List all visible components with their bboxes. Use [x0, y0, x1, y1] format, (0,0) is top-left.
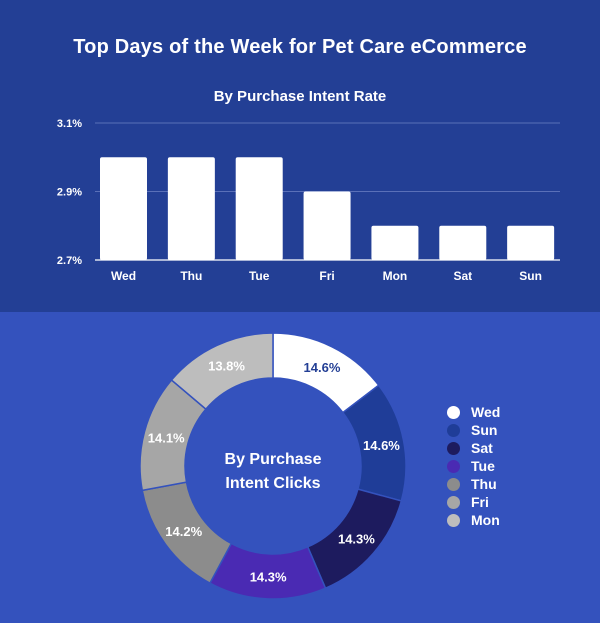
slice-label-mon: 13.8%	[208, 359, 245, 374]
y-tick-label: 2.7%	[57, 255, 82, 267]
y-tick-label: 2.9%	[57, 187, 82, 199]
legend-label: Tue	[471, 458, 495, 474]
slice-label-tue: 14.3%	[250, 569, 287, 584]
legend-item-sun: Sun	[447, 421, 500, 439]
legend-swatch	[447, 405, 460, 419]
x-tick-label: Thu	[180, 269, 202, 283]
slice-label-fri: 14.1%	[148, 431, 185, 446]
page-title: Top Days of the Week for Pet Care eComme…	[73, 36, 527, 58]
legend-swatch	[447, 423, 460, 437]
x-tick-label: Tue	[249, 269, 270, 283]
legend-label: Sun	[471, 422, 498, 438]
legend-label: Wed	[471, 404, 501, 420]
legend-item-wed: Wed	[447, 403, 500, 421]
legend-item-tue: Tue	[447, 457, 500, 475]
legend-label: Mon	[471, 512, 500, 528]
x-tick-label: Mon	[383, 269, 408, 283]
y-tick-label: 3.1%	[57, 118, 82, 130]
legend-swatch	[447, 495, 460, 509]
slice-label-thu: 14.2%	[165, 524, 202, 539]
donut-center-label: By Purchase	[225, 451, 322, 468]
x-tick-label: Sat	[453, 269, 472, 283]
legend-item-thu: Thu	[447, 475, 500, 493]
donut-slice-mon	[170, 332, 274, 411]
legend-swatch	[447, 459, 460, 473]
bar-tue	[235, 157, 283, 260]
slice-label-wed: 14.6%	[304, 360, 341, 375]
bar-mon	[371, 225, 419, 260]
bar-sun	[507, 225, 555, 260]
legend-swatch	[447, 513, 460, 527]
legend-item-sat: Sat	[447, 439, 500, 457]
donut-center-label: Intent Clicks	[225, 475, 320, 492]
legend-swatch	[447, 477, 460, 491]
x-tick-label: Fri	[319, 269, 334, 283]
legend-swatch	[447, 441, 460, 455]
x-tick-label: Sun	[519, 269, 542, 283]
legend-item-mon: Mon	[447, 511, 500, 529]
bar-chart-title: By Purchase Intent Rate	[213, 88, 387, 105]
legend-label: Sat	[471, 440, 493, 456]
donut-legend: Wed Sun Sat Tue Thu Fri Mon	[447, 403, 500, 529]
bar-sat	[439, 225, 487, 260]
legend-label: Thu	[471, 476, 497, 492]
bar-fri	[303, 191, 351, 260]
bar-wed	[100, 157, 147, 260]
slice-label-sun: 14.6%	[363, 438, 400, 453]
legend-label: Fri	[471, 494, 489, 510]
x-tick-label: Wed	[111, 269, 136, 283]
slice-label-sat: 14.3%	[338, 531, 375, 546]
legend-item-fri: Fri	[447, 493, 500, 511]
bar-thu	[167, 157, 215, 260]
